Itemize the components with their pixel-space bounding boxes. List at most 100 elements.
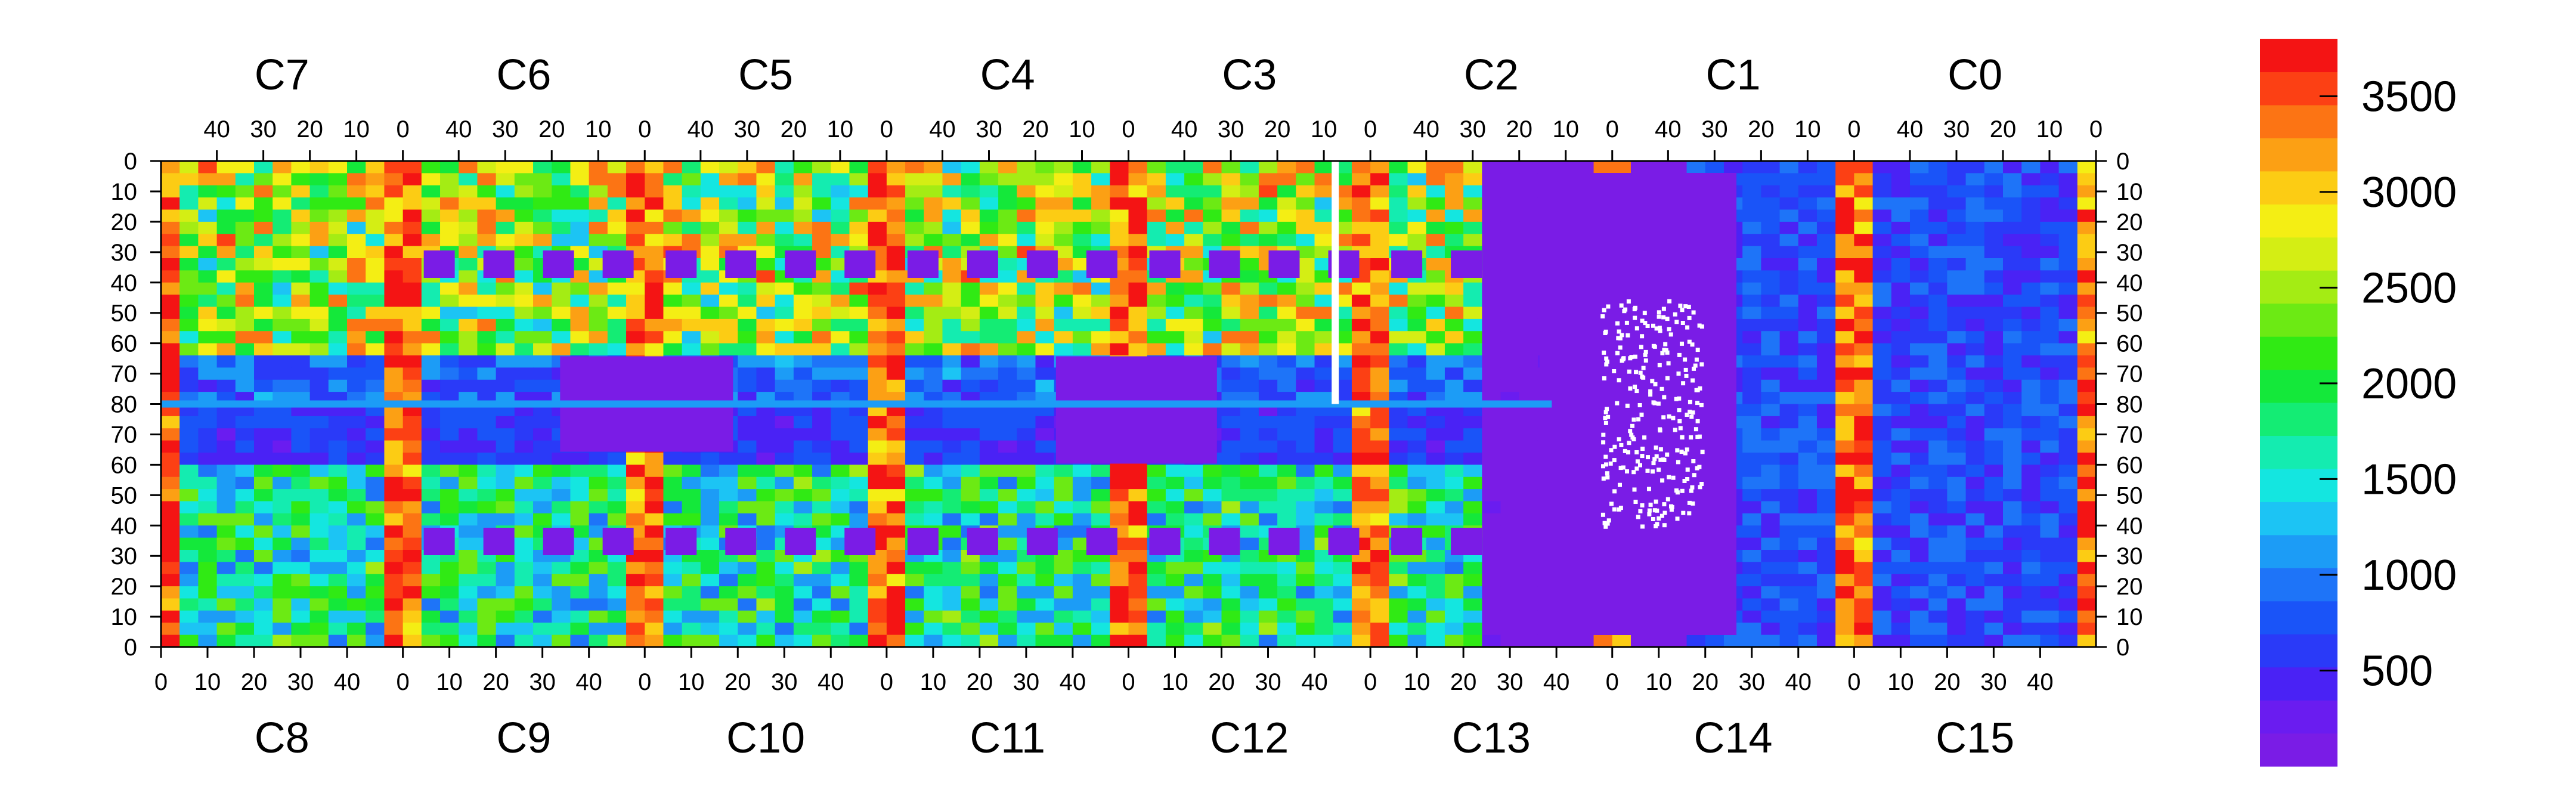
heatmap-cell	[1258, 161, 1278, 174]
heatmap-cell	[1277, 185, 1296, 198]
heatmap-cell	[775, 282, 794, 295]
heatmap-cell	[1482, 598, 1501, 611]
heatmap-cell	[1165, 574, 1185, 587]
heatmap-cell	[812, 634, 831, 648]
heatmap-cell	[1463, 428, 1482, 441]
heatmap-cell	[775, 221, 794, 234]
heatmap-cell	[2040, 404, 2060, 417]
heatmap-cell	[886, 550, 906, 562]
heatmap-cell	[663, 623, 683, 636]
heatmap-cell	[1258, 513, 1278, 526]
heatmap-cell	[1761, 270, 1781, 283]
heatmap-cell	[1333, 465, 1352, 478]
heatmap-cell	[1165, 623, 1185, 636]
heatmap-cell	[1482, 161, 1501, 174]
heatmap-cell	[924, 209, 943, 222]
heatmap-cell	[1909, 392, 1929, 405]
heatmap-cell	[905, 465, 924, 478]
heatmap-cell	[1296, 489, 1315, 502]
heatmap-cell	[1909, 318, 1929, 332]
heatmap-cell	[291, 379, 311, 392]
heatmap-cell	[1761, 343, 1781, 356]
heatmap-cell	[700, 634, 720, 648]
empty-pixel	[1652, 457, 1657, 462]
empty-pixel	[1623, 448, 1627, 453]
heatmap-cell	[1426, 367, 1445, 380]
heatmap-cell	[514, 343, 534, 356]
heatmap-cell	[1240, 574, 1259, 587]
heatmap-cell	[831, 513, 850, 526]
heatmap-cell	[2058, 295, 2078, 308]
heatmap-cell	[533, 598, 552, 611]
heatmap-cell	[793, 221, 813, 234]
colorbar-segment	[2260, 303, 2337, 337]
empty-pixel	[1666, 361, 1671, 366]
heatmap-cell	[1277, 197, 1296, 210]
heatmap-cell	[309, 416, 329, 429]
heatmap-cell	[1761, 246, 1781, 259]
heatmap-cell	[868, 367, 887, 380]
heatmap-cell	[868, 610, 887, 623]
heatmap-cell	[366, 173, 385, 186]
heatmap-cell	[961, 295, 980, 308]
heatmap-cell	[1854, 489, 1874, 502]
heatmap-cell	[384, 343, 404, 356]
heatmap-cell	[1463, 173, 1482, 186]
heatmap-cell	[868, 295, 887, 308]
heatmap-cell	[347, 428, 366, 441]
heatmap-cell	[1389, 355, 1408, 368]
heatmap-cell	[1668, 161, 1688, 174]
heatmap-cell	[1426, 270, 1445, 283]
heatmap-cell	[756, 221, 776, 234]
heatmap-cell	[2077, 221, 2097, 234]
heatmap-cell	[849, 476, 869, 490]
heatmap-cell	[402, 331, 422, 344]
heatmap-cell	[235, 476, 255, 490]
heatmap-cell	[1054, 173, 1073, 186]
heatmap-cell	[1389, 221, 1408, 234]
heatmap-cell	[998, 258, 1017, 271]
heatmap-cell	[1965, 537, 1985, 550]
heatmap-cell	[179, 476, 199, 490]
heatmap-cell	[1333, 610, 1352, 623]
empty-pixel	[1642, 435, 1647, 440]
heatmap-cell	[1798, 574, 1818, 587]
heatmap-cell	[496, 197, 515, 210]
heatmap-cell	[198, 428, 218, 441]
heatmap-cell	[1556, 161, 1575, 174]
heatmap-cell	[1909, 331, 1929, 344]
heatmap-cell	[1035, 379, 1055, 392]
heatmap-cell	[1072, 209, 1092, 222]
heatmap-cell	[1519, 318, 1538, 332]
heatmap-cell	[2040, 416, 2060, 429]
heatmap-cell	[1779, 161, 1799, 174]
heatmap-cell	[756, 501, 776, 514]
colorbar-segment	[2260, 501, 2337, 535]
heatmap-cell	[1482, 476, 1501, 490]
heatmap-cell	[514, 282, 534, 295]
empty-pixel	[1697, 434, 1702, 439]
heatmap-cell	[738, 185, 757, 198]
heatmap-cell	[1965, 392, 1985, 405]
heatmap-cell	[924, 501, 943, 514]
heatmap-cell	[1519, 161, 1538, 174]
heatmap-cell	[2058, 550, 2078, 562]
heatmap-cell	[1798, 392, 1818, 405]
heatmap-cell	[1761, 379, 1781, 392]
heatmap-cell	[1891, 258, 1911, 271]
heatmap-cell	[1909, 270, 1929, 283]
heatmap-cell	[1463, 234, 1482, 247]
heatmap-cell	[1779, 197, 1799, 210]
heatmap-cell	[1351, 209, 1371, 222]
heatmap-cell	[552, 453, 571, 465]
heatmap-cell	[347, 355, 366, 368]
heatmap-cell	[905, 367, 924, 380]
heatmap-cell	[216, 440, 236, 453]
heatmap-cell	[216, 367, 236, 380]
heatmap-cell	[570, 295, 590, 308]
heatmap-cell	[384, 610, 404, 623]
heatmap-cell	[1779, 453, 1799, 465]
heatmap-cell	[421, 282, 441, 295]
heatmap-cell	[1984, 282, 2004, 295]
heatmap-cell	[384, 379, 404, 392]
